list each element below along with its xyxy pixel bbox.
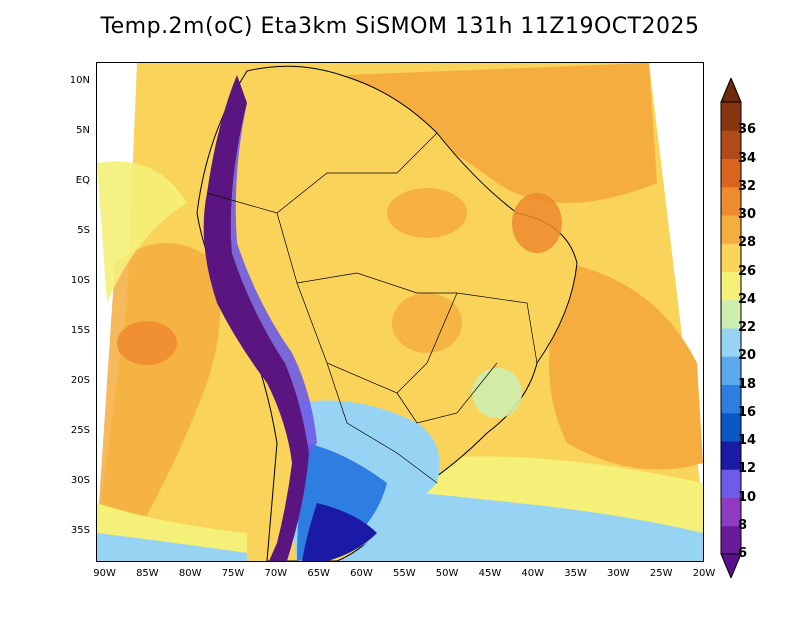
lat-tick-label: 15S	[70, 325, 90, 336]
colorbar-label: 24	[738, 291, 757, 307]
lon-tick-label: 30W	[607, 568, 630, 579]
colorbar-step	[721, 102, 741, 131]
lon-tick-label: 80W	[178, 568, 202, 579]
colorbar-step	[721, 525, 741, 555]
east-highlands-mild	[472, 368, 522, 418]
colorbar-label: 16	[738, 404, 757, 420]
border-lines	[206, 132, 538, 484]
colorbar-label: 6	[738, 546, 748, 561]
lon-tick-label: 60W	[350, 568, 373, 579]
colorbar-label: 12	[738, 461, 757, 477]
andes-ridge	[203, 75, 309, 561]
colorbar-step	[721, 356, 741, 385]
patagonia-cold	[302, 503, 377, 561]
amazon-warm-spot	[387, 188, 467, 238]
lat-tick-label: 30S	[70, 475, 90, 486]
lon-tick-label: 50W	[435, 568, 459, 579]
colorbar-step	[721, 497, 741, 527]
colorbar-label: 20	[738, 348, 757, 364]
lon-tick-label: 70W	[264, 568, 288, 579]
colorbar-label: 26	[738, 263, 757, 279]
lat-tick-label: 10N	[69, 75, 90, 86]
colorbar-label: 30	[738, 207, 757, 222]
colorbar-step	[721, 158, 741, 188]
lat-tick-label: 25S	[70, 425, 90, 436]
colorbar-step	[721, 384, 741, 414]
pacific-mild-zone	[97, 161, 187, 303]
lon-tick-label: 90W	[93, 568, 116, 579]
temperature-map	[97, 63, 703, 561]
colorbar-step	[721, 469, 741, 498]
lat-tick-label: 10S	[70, 275, 90, 286]
colorbar-label: 36	[738, 122, 757, 138]
lon-tick-label: 45W	[478, 568, 502, 579]
northeast-hot-spot	[512, 193, 562, 253]
colorbar-label: 28	[738, 235, 757, 251]
pacific-warm-zone	[97, 243, 221, 533]
lon-tick-label: 55W	[392, 568, 416, 579]
colorbar-label: 8	[738, 517, 748, 533]
colorbar-step	[721, 412, 741, 442]
colorbar	[720, 78, 742, 578]
lat-tick-label: 35S	[70, 525, 90, 536]
lon-tick-label: 40W	[521, 568, 545, 579]
atlantic-warm-zone	[347, 63, 657, 203]
lat-tick-label: 20S	[70, 375, 90, 386]
lon-tick-label: 75W	[221, 568, 245, 579]
lat-tick-label: 5N	[76, 125, 90, 136]
colorbar-step	[721, 215, 741, 244]
andes-cold-halo	[231, 103, 317, 453]
lon-tick-label: 85W	[136, 568, 159, 579]
lon-tick-label: 25W	[649, 568, 673, 579]
colorbar-label: 10	[738, 489, 757, 505]
chart-title: Temp.2m(oC) Eta3km SiSMOM 131h 11Z19OCT2…	[100, 14, 700, 39]
colorbar-min-arrow	[720, 553, 742, 578]
colorbar-step	[721, 130, 741, 159]
colorbar-label: 32	[738, 178, 757, 194]
lat-tick-label: 5S	[77, 225, 90, 236]
colorbar-label: 14	[738, 433, 757, 448]
colorbar-step	[721, 243, 741, 272]
colorbar-step	[721, 299, 741, 329]
lon-tick-label: 20W	[692, 568, 716, 579]
colorbar-max-arrow	[720, 78, 742, 103]
lon-tick-label: 35W	[564, 568, 587, 579]
colorbar-label: 18	[738, 376, 757, 392]
colorbar-step	[721, 328, 741, 357]
central-warm-spot	[392, 293, 462, 353]
colorbar-step	[721, 186, 741, 216]
map-panel	[96, 62, 704, 562]
pacific-hot-spot	[117, 321, 177, 365]
colorbar-label: 34	[738, 150, 757, 166]
south-pacific-cold	[97, 533, 247, 561]
lon-tick-label: 65W	[307, 568, 330, 579]
lat-tick-label: EQ	[75, 175, 90, 186]
colorbar-label: 22	[738, 320, 757, 335]
colorbar-step	[721, 271, 741, 301]
atlantic-tropical-zone	[549, 263, 703, 470]
colorbar-step	[721, 441, 741, 470]
